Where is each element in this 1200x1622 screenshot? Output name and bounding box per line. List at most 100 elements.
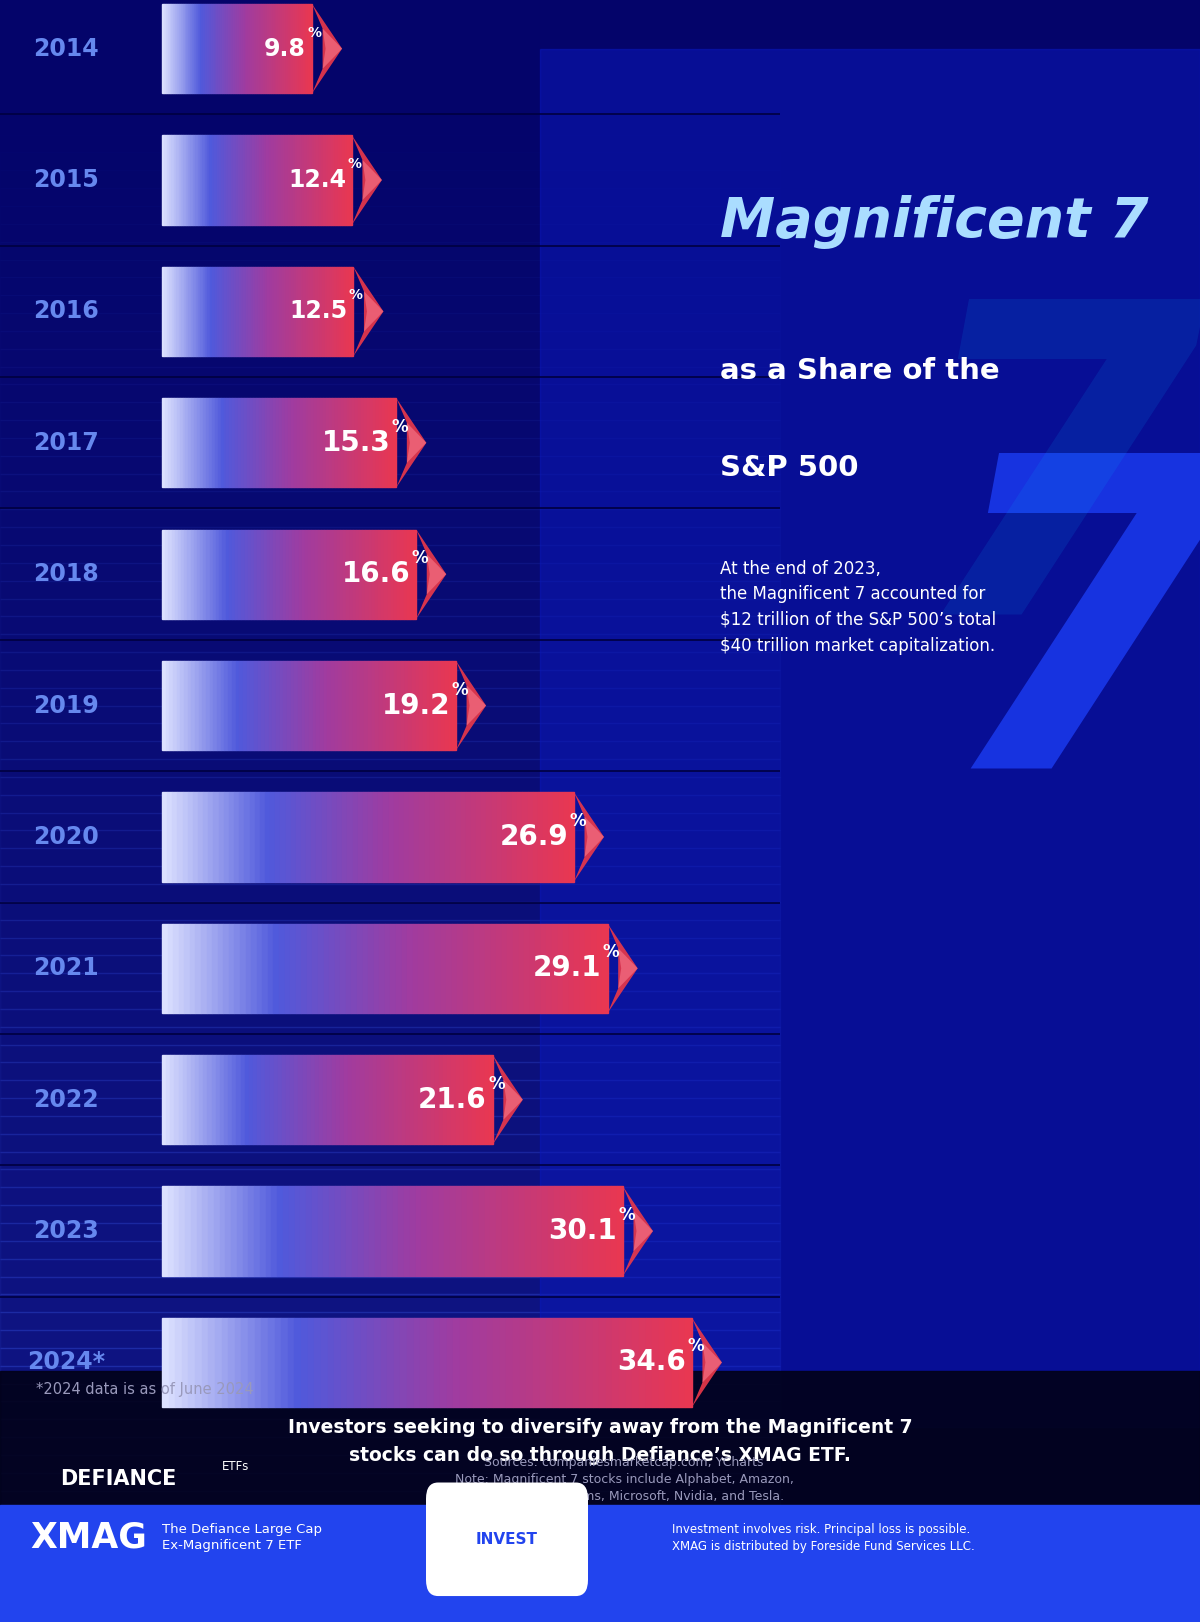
Bar (473, 1317, 480, 1406)
Bar (191, 135, 193, 224)
Bar (646, 1317, 652, 1406)
Bar (430, 792, 434, 882)
Bar (170, 399, 174, 487)
Bar (456, 1054, 460, 1145)
Bar (410, 529, 413, 618)
Bar (456, 792, 461, 882)
Bar (324, 923, 329, 1012)
Bar (169, 5, 172, 92)
Bar (322, 135, 324, 224)
Bar (335, 1186, 341, 1275)
Bar (536, 1186, 542, 1275)
Bar (206, 923, 212, 1012)
Bar (332, 399, 335, 487)
Bar (288, 399, 290, 487)
Bar (300, 399, 302, 487)
Bar (376, 1186, 380, 1275)
Bar (280, 660, 283, 749)
Bar (208, 266, 210, 355)
Bar (268, 266, 270, 355)
Bar (254, 792, 260, 882)
Bar (524, 923, 529, 1012)
Polygon shape (607, 923, 637, 1012)
Bar (197, 529, 200, 618)
Bar (181, 529, 185, 618)
Bar (323, 399, 326, 487)
Bar (290, 399, 294, 487)
Text: XMAG: XMAG (30, 1521, 146, 1554)
Bar (208, 1186, 214, 1275)
Bar (232, 266, 234, 355)
Text: INVEST: INVEST (476, 1531, 538, 1547)
Bar (378, 529, 382, 618)
Bar (251, 266, 253, 355)
Bar (397, 660, 401, 749)
Bar (308, 266, 311, 355)
Bar (438, 660, 442, 749)
Bar (0, 938, 780, 955)
Bar (485, 1186, 491, 1275)
Bar (233, 135, 235, 224)
Bar (250, 5, 252, 92)
Bar (263, 266, 265, 355)
Bar (422, 660, 427, 749)
Bar (384, 792, 389, 882)
Bar (326, 792, 332, 882)
Bar (0, 170, 780, 188)
Bar (162, 1317, 169, 1406)
Bar (0, 1505, 1200, 1622)
Bar (0, 188, 780, 206)
Polygon shape (407, 423, 426, 462)
Bar (365, 1054, 368, 1145)
Bar (460, 1317, 467, 1406)
Bar (326, 399, 329, 487)
Polygon shape (362, 161, 382, 200)
Bar (0, 1062, 780, 1080)
Bar (241, 5, 242, 92)
Bar (491, 923, 497, 1012)
Bar (223, 923, 229, 1012)
Bar (0, 99, 780, 117)
Polygon shape (467, 686, 486, 725)
Bar (244, 399, 247, 487)
Bar (374, 529, 378, 618)
Bar (389, 792, 394, 882)
Bar (446, 1317, 454, 1406)
Bar (460, 1054, 464, 1145)
Bar (318, 1186, 323, 1275)
Bar (398, 792, 404, 882)
Bar (0, 848, 780, 866)
Bar (588, 1186, 594, 1275)
Bar (334, 529, 337, 618)
Bar (517, 792, 522, 882)
Bar (260, 266, 263, 355)
Polygon shape (584, 817, 604, 856)
Bar (461, 792, 466, 882)
Bar (0, 438, 780, 456)
Bar (294, 1186, 300, 1275)
Bar (406, 1054, 410, 1145)
Polygon shape (354, 266, 384, 355)
Bar (244, 266, 246, 355)
Bar (301, 660, 305, 749)
Bar (348, 1317, 354, 1406)
Bar (413, 923, 419, 1012)
Bar (358, 792, 362, 882)
Text: 16.6: 16.6 (342, 560, 410, 589)
Polygon shape (574, 792, 604, 882)
Text: 7: 7 (936, 440, 1200, 858)
Polygon shape (618, 949, 637, 988)
Bar (347, 399, 349, 487)
Bar (312, 1186, 318, 1275)
Bar (306, 5, 308, 92)
Bar (283, 529, 286, 618)
Bar (280, 399, 282, 487)
Bar (254, 135, 257, 224)
Bar (268, 5, 269, 92)
Bar (276, 135, 278, 224)
Bar (250, 792, 254, 882)
Bar (310, 660, 313, 749)
Bar (502, 923, 508, 1012)
Bar (268, 923, 274, 1012)
Bar (228, 1054, 233, 1145)
